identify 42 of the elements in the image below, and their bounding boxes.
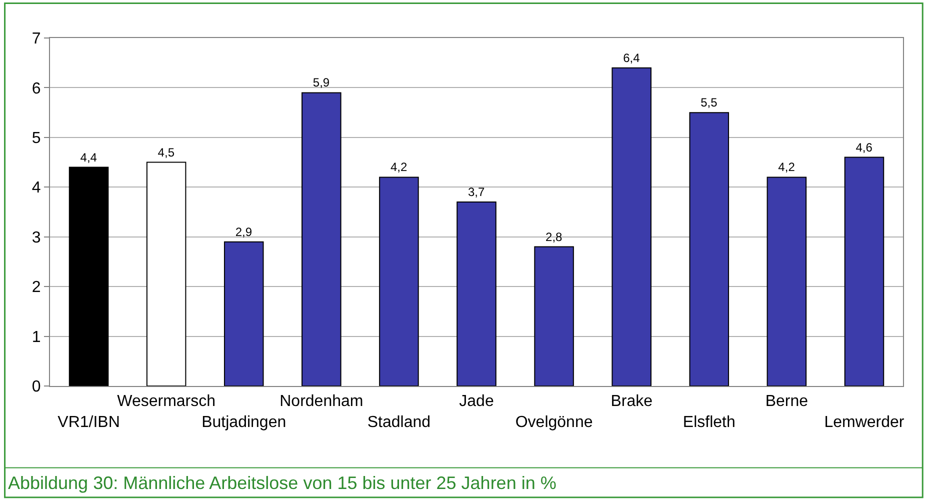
bar [689, 112, 730, 386]
bar [146, 162, 186, 386]
bar [534, 246, 574, 386]
x-tick-label: Jade [459, 393, 494, 410]
y-tick-label: 5 [32, 130, 41, 148]
data-label: 4,2 [390, 160, 408, 174]
y-tick-label: 1 [32, 328, 41, 346]
x-tick-label: Berne [765, 393, 808, 410]
y-tick-label: 3 [32, 229, 41, 246]
y-tick-label: 6 [32, 80, 41, 98]
bar [224, 241, 264, 386]
bar [302, 92, 342, 386]
bar [844, 156, 884, 386]
data-label: 5,5 [700, 96, 718, 110]
y-tick-label: 7 [32, 30, 41, 48]
data-label: 3,7 [468, 185, 486, 200]
x-tick-label: Elsfleth [682, 414, 736, 431]
x-tick-label: Lemwerder [824, 414, 905, 431]
x-tick-label: Brake [610, 393, 653, 410]
x-tick-label: Wesermarsch [117, 393, 216, 410]
bar [766, 176, 807, 386]
x-tick-label: Nordenham [280, 393, 364, 410]
x-tick-label: Stadland [367, 414, 431, 431]
bar [612, 67, 652, 386]
x-tick-label: Butjadingen [202, 414, 286, 431]
data-label: 4,4 [80, 150, 98, 164]
bar [379, 176, 419, 386]
bar [68, 166, 109, 386]
text: Abbildung 30: Männliche Arbeitslose von 15 bis unter 25 Jahren in % [8, 473, 556, 493]
data-label: 2,8 [546, 230, 563, 244]
data-label: 6,4 [623, 50, 640, 65]
data-label: 2,9 [235, 224, 252, 239]
data-label: 5,9 [312, 76, 330, 90]
y-tick-label: 2 [32, 279, 41, 296]
y-tick-label: 0 [32, 378, 41, 396]
y-tick-label: 4 [32, 180, 41, 197]
data-label: 4,2 [778, 160, 796, 174]
x-tick-label: Ovelgönne [515, 414, 593, 431]
data-label: 4,5 [158, 145, 175, 160]
data-label: 4,6 [856, 140, 873, 154]
x-tick-label: VR1/IBN [58, 414, 120, 431]
bar [456, 202, 496, 386]
